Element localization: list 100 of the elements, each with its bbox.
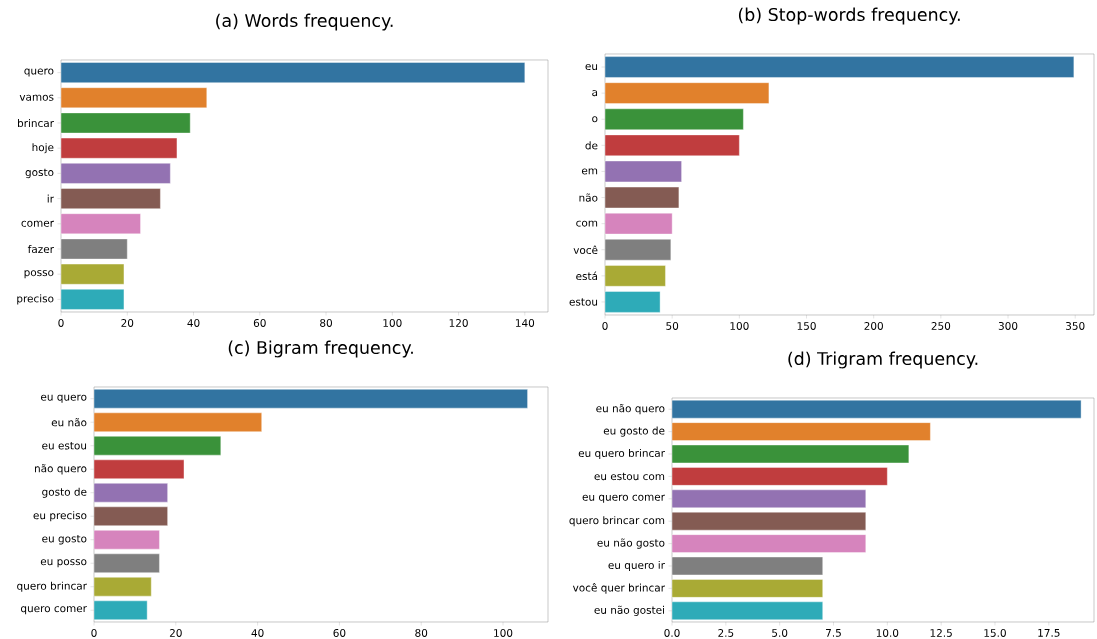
x-tick-label: 20: [169, 629, 182, 637]
y-tick-label: fazer: [27, 244, 54, 254]
x-tick-label: 7.5: [826, 629, 841, 637]
bar: [93, 530, 160, 550]
y-tick-label: brincar: [18, 118, 54, 128]
y-tick-label: eu não gosto: [597, 538, 665, 549]
y-tick-label: está: [576, 271, 598, 281]
y-tick-label: comer: [21, 220, 54, 227]
bar: [93, 506, 168, 526]
y-tick-label: o: [592, 116, 598, 123]
x-tick-label: 200: [864, 322, 883, 330]
y-tick-label: eu gosto: [42, 534, 87, 545]
bar: [671, 601, 823, 620]
bar: [60, 112, 191, 134]
bar: [60, 87, 207, 109]
y-tick-label: eu posso: [40, 559, 87, 568]
y-tick-label: gosto de: [42, 487, 87, 498]
bar: [93, 389, 528, 409]
y-tick-label: eu estou: [42, 441, 87, 450]
y-tick-label: eu não gostei: [594, 605, 664, 616]
x-tick-label: 50: [666, 322, 679, 330]
x-tick-label: 20: [121, 319, 134, 327]
y-tick-label: em: [581, 168, 598, 175]
y-tick-label: vamos: [19, 94, 54, 101]
y-tick-label: eu quero ir: [608, 560, 665, 572]
bar: [671, 534, 866, 553]
bar: [60, 163, 171, 184]
x-tick-label: 40: [187, 319, 200, 327]
x-tick-label: 5.0: [772, 629, 788, 637]
bar: [93, 459, 185, 479]
bar: [604, 134, 740, 156]
y-tick-label: de: [585, 141, 598, 150]
x-tick-label: 12.5: [930, 629, 952, 637]
y-tick-label: não: [579, 193, 598, 202]
bar: [604, 213, 673, 235]
y-tick-label: você: [573, 245, 598, 254]
bar: [604, 186, 680, 209]
bar: [604, 56, 1075, 78]
bar: [60, 213, 141, 235]
bar: [604, 108, 744, 130]
x-tick-label: 0.0: [664, 629, 680, 637]
bar: [671, 579, 823, 598]
y-tick-label: quero brincar: [17, 581, 87, 592]
y-tick-label: eu gosto de: [603, 426, 665, 437]
y-tick-label: eu não: [51, 418, 87, 427]
bar: [604, 291, 661, 313]
x-tick-label: 150: [797, 322, 816, 330]
x-tick-label: 80: [415, 629, 428, 637]
y-tick-label: eu preciso: [33, 511, 87, 522]
bar: [60, 289, 125, 310]
y-tick-label: a: [592, 90, 598, 97]
bar: [93, 436, 221, 456]
x-tick-label: 17.5: [1038, 629, 1060, 637]
bar: [671, 400, 1082, 419]
bar: [93, 577, 152, 597]
chart-title: (d) Trigram frequency.: [788, 351, 978, 369]
y-tick-label: eu estou com: [594, 472, 665, 481]
bar: [671, 422, 931, 441]
bar: [604, 265, 666, 287]
y-tick-label: eu: [585, 64, 598, 71]
x-tick-label: 250: [931, 322, 951, 330]
x-tick-label: 120: [449, 319, 468, 327]
y-tick-label: eu não quero: [596, 404, 665, 415]
bar: [671, 444, 910, 464]
y-tick-label: preciso: [17, 294, 54, 305]
y-tick-label: hoje: [32, 143, 54, 154]
bar: [604, 82, 770, 104]
bar: [60, 263, 125, 285]
x-tick-label: 100: [730, 322, 749, 330]
bar: [60, 188, 161, 209]
bar: [93, 483, 168, 503]
y-tick-label: não quero: [35, 464, 87, 475]
bar: [60, 62, 526, 83]
x-tick-label: 100: [383, 319, 402, 327]
y-tick-label: gosto: [25, 168, 54, 179]
y-tick-label: eu quero comer: [582, 494, 665, 503]
x-tick-label: 300: [998, 322, 1018, 330]
x-tick-label: 60: [333, 629, 346, 637]
bar: [60, 137, 178, 159]
y-tick-label: você quer brincar: [572, 583, 665, 594]
y-tick-label: posso: [24, 270, 54, 279]
bar: [604, 160, 682, 183]
x-tick-label: 100: [494, 629, 513, 637]
x-tick-label: 60: [253, 319, 266, 327]
x-tick-label: 15.0: [984, 629, 1006, 637]
y-tick-label: eu quero brincar: [578, 448, 665, 460]
x-tick-label: 140: [515, 319, 535, 327]
y-tick-label: com: [576, 220, 598, 227]
y-tick-label: quero brincar com: [569, 516, 665, 527]
x-tick-label: 10.0: [876, 629, 899, 637]
y-tick-label: quero comer: [20, 606, 87, 615]
y-tick-label: quero: [24, 68, 54, 77]
x-tick-label: 80: [320, 319, 332, 327]
chart-title: (a) Words frequency.: [216, 13, 393, 31]
y-tick-label: eu quero: [41, 394, 87, 403]
bar: [671, 489, 866, 508]
bar: [671, 467, 888, 486]
chart-title: (b) Stop-words frequency.: [738, 7, 960, 25]
chart-title: (c) Bigram frequency.: [228, 340, 413, 358]
bar: [93, 412, 262, 432]
